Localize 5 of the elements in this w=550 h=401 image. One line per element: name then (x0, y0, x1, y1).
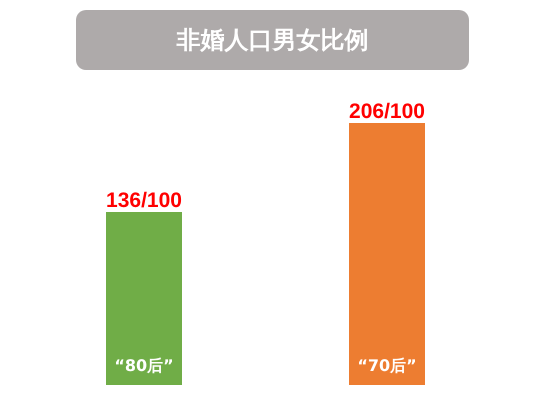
chart-title: 非婚人口男女比例 (76, 10, 469, 70)
data-label: 136/100 (106, 189, 182, 212)
data-label: 206/100 (349, 100, 425, 123)
x-tick-label: “80后” (114, 356, 174, 375)
x-tick-label: “70后” (357, 356, 417, 375)
